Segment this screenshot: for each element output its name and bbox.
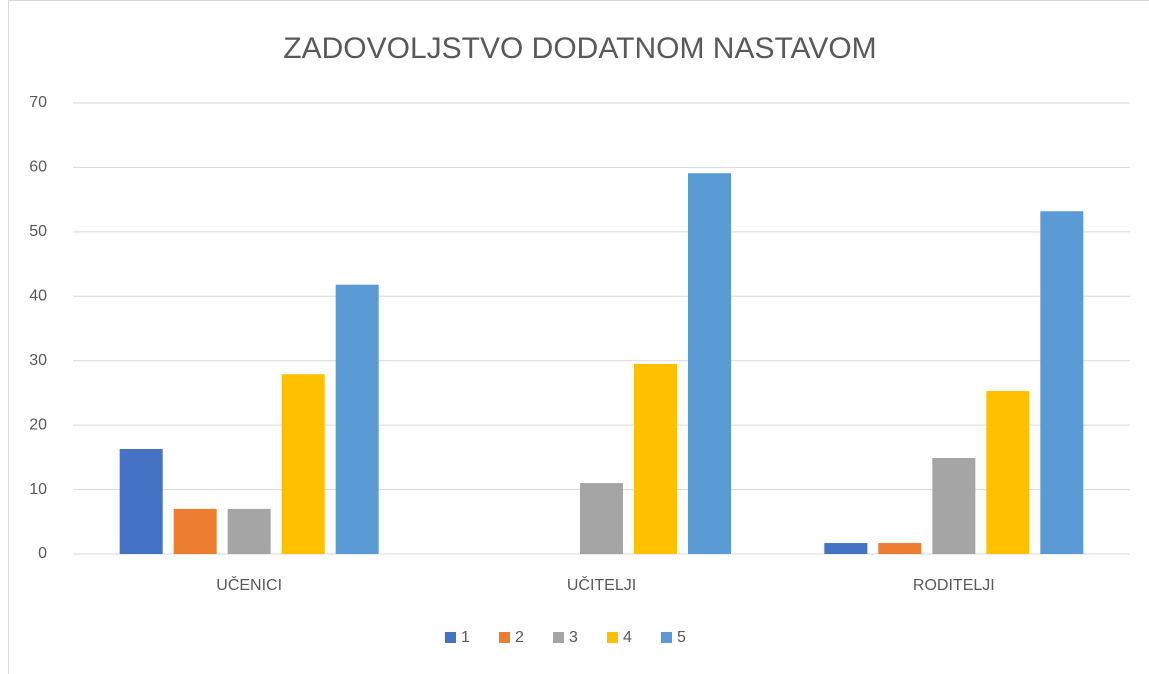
y-tick-label: 70	[29, 94, 47, 111]
bar	[580, 483, 623, 554]
legend-swatch	[553, 632, 564, 643]
legend-swatch	[607, 632, 618, 643]
y-tick-label: 50	[29, 223, 47, 240]
x-tick-label: UČENICI	[216, 575, 282, 594]
legend-label: 3	[569, 629, 578, 646]
y-tick-label: 10	[29, 481, 47, 498]
bar	[824, 543, 868, 554]
bar	[634, 363, 677, 554]
y-tick-label: 20	[29, 416, 47, 433]
bar	[932, 458, 976, 554]
legend-label: 5	[677, 629, 686, 646]
y-tick-label: 40	[29, 288, 47, 305]
bar	[119, 448, 163, 554]
bar	[986, 390, 1030, 554]
bar	[335, 284, 379, 554]
y-tick-label: 30	[29, 352, 47, 369]
y-tick-label: 60	[29, 159, 47, 176]
chart-frame	[8, 0, 1149, 674]
legend-swatch	[661, 632, 672, 643]
bar	[878, 543, 922, 554]
y-tick-label: 0	[38, 545, 47, 562]
legend-swatch	[445, 632, 456, 643]
legend-label: 1	[461, 629, 470, 646]
bar	[688, 173, 731, 554]
bar	[281, 374, 325, 554]
bar	[173, 508, 217, 554]
bar	[1040, 211, 1084, 555]
legend-swatch	[499, 632, 510, 643]
bar	[227, 508, 271, 554]
legend-label: 2	[515, 629, 524, 646]
x-tick-label: UČITELJI	[567, 575, 636, 594]
x-tick-label: RODITELJI	[913, 577, 995, 594]
chart-title: ZADOVOLJSTVO DODATNOM NASTAVOM	[283, 32, 876, 65]
legend-label: 4	[623, 629, 632, 646]
